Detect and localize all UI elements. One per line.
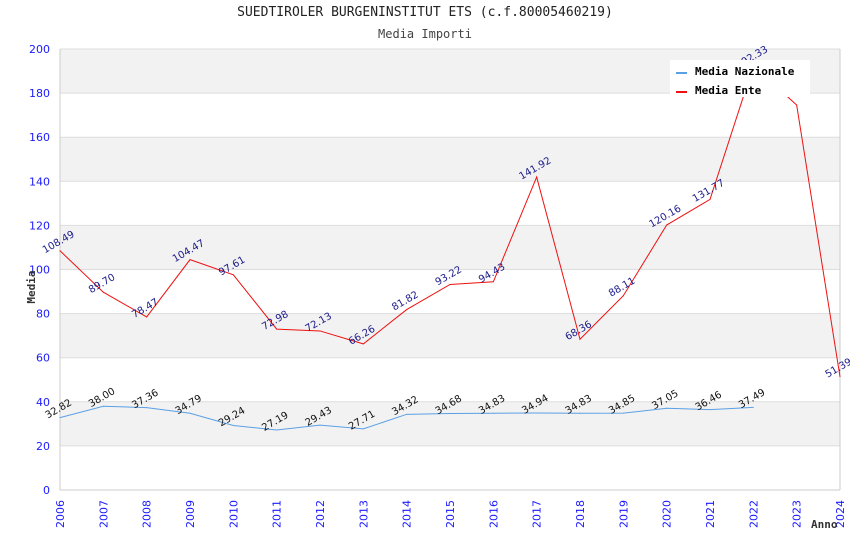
y-tick-label: 0 bbox=[43, 484, 50, 497]
y-axis-title: Media bbox=[25, 270, 38, 303]
x-tick-label: 2007 bbox=[97, 500, 110, 528]
data-point bbox=[579, 412, 581, 414]
data-point bbox=[362, 428, 364, 430]
grid-band bbox=[60, 313, 840, 358]
data-point bbox=[622, 412, 624, 414]
x-tick-label: 2012 bbox=[314, 500, 327, 528]
data-point bbox=[622, 295, 624, 297]
x-tick-label: 2020 bbox=[661, 500, 674, 528]
data-point bbox=[102, 405, 104, 407]
data-point bbox=[406, 309, 408, 311]
grid-band bbox=[60, 137, 840, 182]
x-axis-ticks: 2006 2007 2008 2009 2010 2011 2012 2013 2014 2015… bbox=[54, 500, 847, 528]
data-point bbox=[362, 343, 364, 345]
data-point bbox=[319, 424, 321, 426]
data-point bbox=[449, 413, 451, 415]
y-tick-label: 140 bbox=[29, 175, 50, 188]
x-tick-label: 2017 bbox=[531, 500, 544, 528]
grid-band bbox=[60, 93, 840, 138]
data-point bbox=[319, 330, 321, 332]
data-point bbox=[579, 338, 581, 340]
data-point bbox=[492, 281, 494, 283]
data-point bbox=[146, 407, 148, 409]
data-point bbox=[146, 316, 148, 318]
data-point bbox=[406, 413, 408, 415]
y-tick-label: 160 bbox=[29, 131, 50, 144]
grid-band bbox=[60, 181, 840, 226]
chart-subtitle: Media Importi bbox=[378, 27, 472, 41]
grid-band bbox=[60, 225, 840, 270]
legend-box bbox=[670, 60, 810, 97]
y-tick-label: 200 bbox=[29, 43, 50, 56]
x-tick-label: 2022 bbox=[747, 500, 760, 528]
data-point bbox=[59, 417, 61, 419]
data-point bbox=[709, 198, 711, 200]
x-tick-label: 2015 bbox=[444, 500, 457, 528]
x-tick-label: 2014 bbox=[401, 500, 414, 528]
data-point bbox=[102, 291, 104, 293]
data-point bbox=[189, 412, 191, 414]
x-tick-label: 2011 bbox=[271, 500, 284, 528]
data-point bbox=[492, 412, 494, 414]
data-point bbox=[59, 250, 61, 252]
x-tick-label: 2009 bbox=[184, 500, 197, 528]
data-point bbox=[232, 425, 234, 427]
x-tick-label: 2019 bbox=[617, 500, 630, 528]
gridlines bbox=[59, 48, 841, 491]
grid-band bbox=[60, 357, 840, 402]
y-tick-label: 40 bbox=[36, 396, 50, 409]
series-lines bbox=[59, 65, 841, 431]
legend-label-nazionale: Media Nazionale bbox=[695, 65, 795, 78]
data-point bbox=[752, 406, 754, 408]
data-point bbox=[232, 274, 234, 276]
y-tick-label: 60 bbox=[36, 352, 50, 365]
x-tick-label: 2016 bbox=[487, 500, 500, 528]
x-tick-label: 2023 bbox=[791, 500, 804, 528]
data-point bbox=[536, 176, 538, 178]
x-tick-label: 2010 bbox=[227, 500, 240, 528]
grid-bands bbox=[60, 49, 840, 490]
data-point bbox=[666, 224, 668, 226]
x-tick-label: 2013 bbox=[357, 500, 370, 528]
grid-band bbox=[60, 269, 840, 314]
grid-band bbox=[60, 445, 840, 490]
x-axis-title: Anno bbox=[811, 518, 838, 531]
legend: Media Nazionale Media Ente bbox=[670, 60, 810, 97]
y-axis-ticks: 0 20 40 60 80 100 120 140 160 180 200 bbox=[29, 43, 50, 497]
y-tick-label: 80 bbox=[36, 308, 50, 321]
x-tick-label: 2021 bbox=[704, 500, 717, 528]
x-tick-label: 2018 bbox=[574, 500, 587, 528]
data-point bbox=[796, 104, 798, 106]
data-point bbox=[449, 283, 451, 285]
legend-label-ente: Media Ente bbox=[695, 84, 762, 97]
x-tick-label: 2008 bbox=[141, 500, 154, 528]
y-tick-label: 120 bbox=[29, 219, 50, 232]
data-point bbox=[276, 429, 278, 431]
data-point bbox=[666, 407, 668, 409]
data-point bbox=[536, 412, 538, 414]
x-tick-label: 2024 bbox=[834, 500, 847, 528]
x-tick-label: 2006 bbox=[54, 500, 67, 528]
data-point bbox=[276, 328, 278, 330]
data-point bbox=[709, 409, 711, 411]
y-tick-label: 100 bbox=[29, 264, 50, 277]
data-point bbox=[839, 376, 841, 378]
chart-title: SUEDTIROLER BURGENINSTITUT ETS (c.f.8000… bbox=[237, 5, 613, 20]
data-point bbox=[189, 259, 191, 261]
y-tick-label: 180 bbox=[29, 87, 50, 100]
y-tick-label: 20 bbox=[36, 440, 50, 453]
